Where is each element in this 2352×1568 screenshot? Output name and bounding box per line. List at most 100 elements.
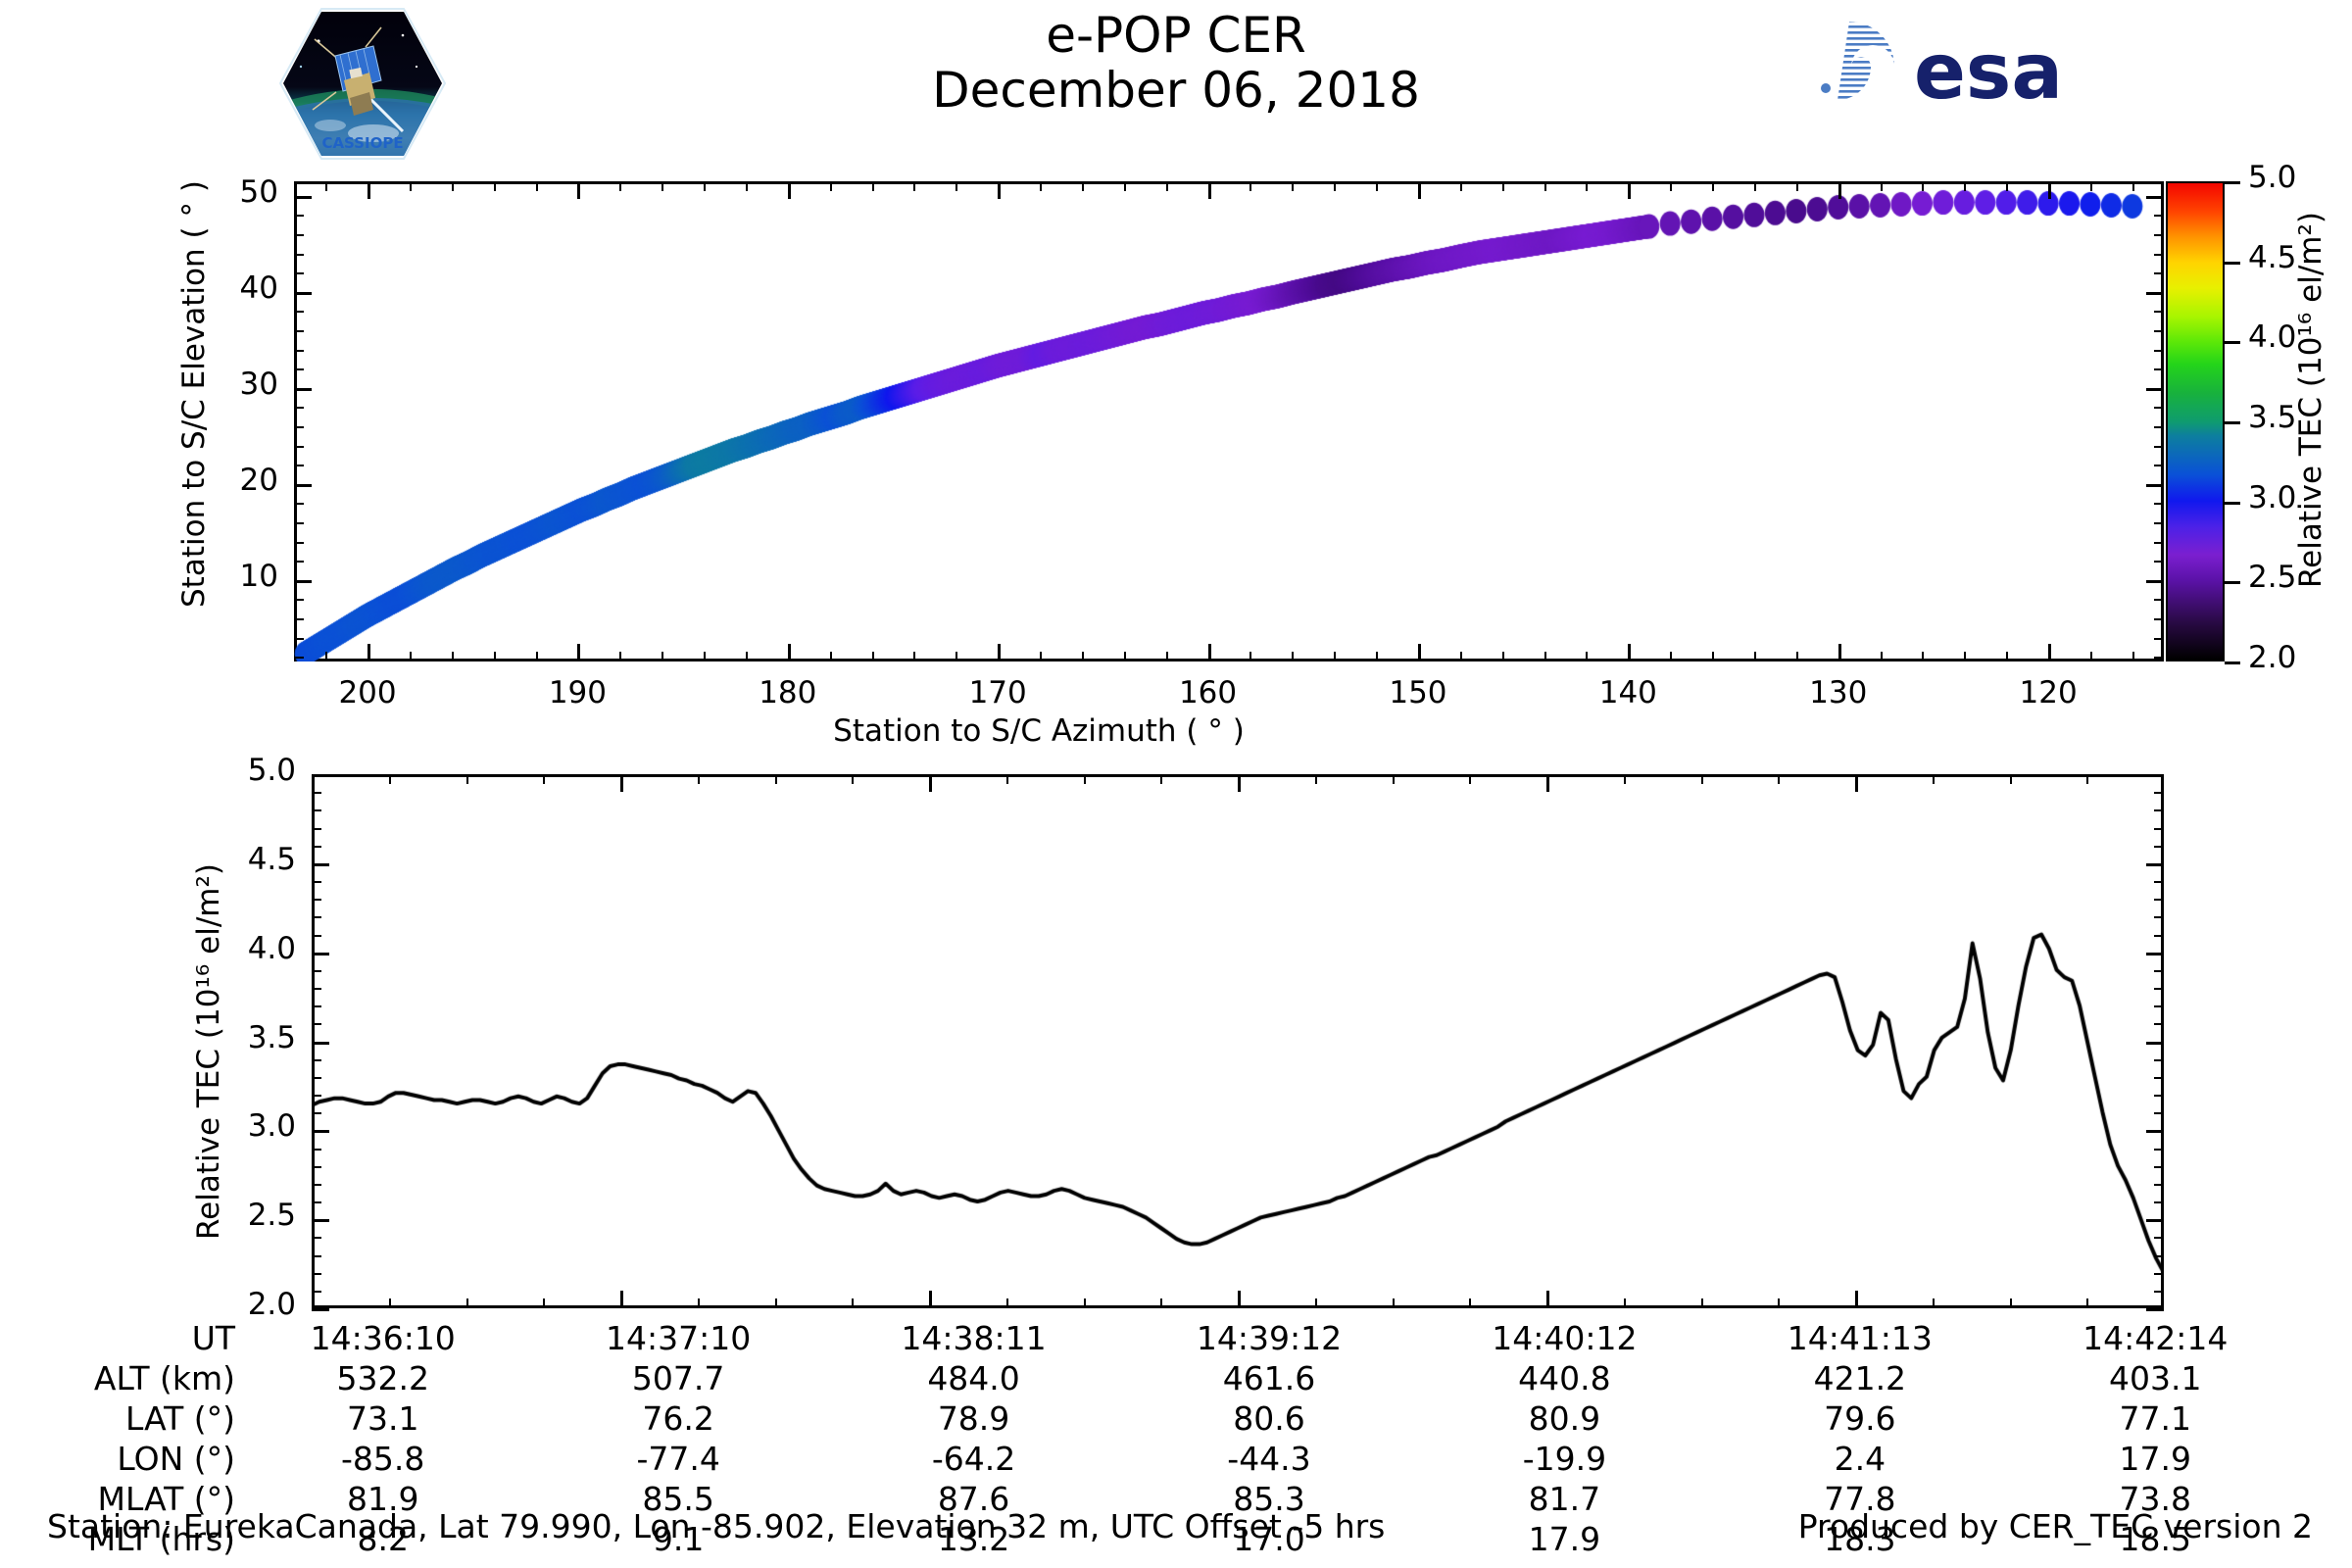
- tick-label: 5.0: [247, 753, 296, 788]
- panel2-y-axis-label: Relative TEC (10¹⁶ el/m²): [191, 863, 226, 1240]
- tick-mark: [2154, 561, 2164, 564]
- tick-mark: [312, 862, 329, 866]
- tick-label: 4.0: [247, 930, 296, 966]
- tick-mark: [294, 368, 304, 371]
- tick-mark: [2154, 617, 2164, 620]
- tick-mark: [852, 1298, 855, 1308]
- tick-mark: [998, 644, 1002, 662]
- tick-label: 120: [2019, 675, 2078, 710]
- table-cell: 421.2: [1813, 1359, 1907, 1397]
- tick-mark: [1623, 774, 1626, 784]
- table-cell: 17.9: [1528, 1520, 1601, 1558]
- tick-mark: [312, 1023, 321, 1026]
- tick-mark: [1469, 774, 1472, 784]
- table-row-label: LAT (°): [124, 1399, 235, 1438]
- tick-mark: [543, 774, 546, 784]
- tick-mark: [1376, 181, 1379, 191]
- tick-label: 50: [239, 173, 278, 210]
- tick-mark: [312, 1165, 321, 1168]
- tick-mark: [871, 652, 874, 662]
- table-cell: 9.1: [652, 1520, 705, 1558]
- tick-mark: [2154, 1290, 2164, 1293]
- tick-mark: [2225, 501, 2240, 505]
- tick-mark: [312, 792, 321, 795]
- tick-mark: [2161, 1291, 2164, 1308]
- tick-mark: [1292, 181, 1295, 191]
- tick-mark: [852, 774, 855, 784]
- tick-label: 2.0: [247, 1287, 296, 1322]
- tick-mark: [2146, 952, 2164, 956]
- tick-mark: [294, 541, 304, 544]
- tick-mark: [2154, 465, 2164, 467]
- tick-mark: [2225, 181, 2240, 184]
- tick-mark: [2146, 862, 2164, 866]
- tick-mark: [956, 181, 958, 191]
- tick-mark: [312, 1219, 329, 1223]
- tick-mark: [2154, 272, 2164, 275]
- tick-mark: [1040, 652, 1043, 662]
- tick-mark: [312, 1130, 329, 1134]
- tick-mark: [2154, 899, 2164, 902]
- tick-mark: [1376, 652, 1379, 662]
- tick-mark: [2154, 637, 2164, 640]
- tick-mark: [1628, 644, 1632, 662]
- tick-mark: [1623, 1298, 1626, 1308]
- table-cell: 81.7: [1528, 1480, 1601, 1518]
- table-cell: 14:41:13: [1787, 1319, 1933, 1357]
- tick-mark: [294, 215, 304, 218]
- tick-mark: [998, 181, 1002, 199]
- table-cell: 14:38:11: [901, 1319, 1047, 1357]
- tick-mark: [2146, 195, 2164, 199]
- tick-mark: [1700, 774, 1703, 784]
- table-cell: 73.1: [346, 1399, 419, 1438]
- tick-mark: [913, 181, 916, 191]
- tick-mark: [294, 599, 304, 602]
- table-row-label: LON (°): [117, 1440, 235, 1478]
- tick-mark: [294, 483, 312, 487]
- tick-mark: [1238, 1291, 1241, 1308]
- tick-mark: [1005, 774, 1008, 784]
- table-cell: 17.9: [2119, 1440, 2191, 1478]
- title-block: e-POP CER December 06, 2018: [686, 8, 1666, 118]
- tick-mark: [312, 1005, 321, 1008]
- tick-mark: [2146, 1308, 2164, 1311]
- tick-mark: [312, 988, 321, 990]
- tick-mark: [2154, 1023, 2164, 1026]
- tick-mark: [312, 899, 321, 902]
- tick-mark: [2146, 774, 2164, 777]
- tick-mark: [2154, 407, 2164, 410]
- colorbar: [2166, 181, 2240, 664]
- table-cell: 461.6: [1222, 1359, 1316, 1397]
- tick-mark: [2154, 809, 2164, 812]
- tick-mark: [2089, 181, 2092, 191]
- tick-mark: [1165, 652, 1168, 662]
- tick-label: 3.5: [2248, 400, 2297, 435]
- tick-mark: [2154, 1058, 2164, 1061]
- tick-mark: [325, 181, 328, 191]
- tick-mark: [466, 1298, 468, 1308]
- tick-mark: [2154, 599, 2164, 602]
- tick-label: 160: [1178, 675, 1238, 710]
- panel1-x-axis-label: Station to S/C Azimuth ( ° ): [833, 713, 1245, 749]
- tick-label: 40: [239, 270, 278, 306]
- tick-mark: [312, 1201, 321, 1203]
- tick-mark: [1753, 181, 1756, 191]
- tick-mark: [1081, 181, 1084, 191]
- tick-mark: [745, 181, 748, 191]
- tick-mark: [2161, 774, 2164, 792]
- tick-mark: [1459, 181, 1462, 191]
- tick-mark: [1546, 1291, 1549, 1308]
- table-row-label: UT: [191, 1319, 235, 1357]
- tick-mark: [2154, 349, 2164, 352]
- tick-label: 4.5: [247, 841, 296, 877]
- tick-mark: [2225, 421, 2240, 424]
- tick-mark: [535, 181, 538, 191]
- tick-mark: [294, 387, 312, 391]
- tick-mark: [2048, 644, 2052, 662]
- colorbar-gradient: [2166, 181, 2225, 662]
- ephemeris-table: UT 14:36:10 14:37:10 14:38:11 14:39:12 14:40:…: [0, 1318, 2352, 1559]
- tick-mark: [2146, 291, 2164, 295]
- table-row: LON (°) -85.8 -77.4 -64.2 -44.3 -19.9 2.4 17.9: [20, 1439, 2303, 1479]
- tick-label: 150: [1389, 675, 1447, 710]
- tick-mark: [1544, 652, 1546, 662]
